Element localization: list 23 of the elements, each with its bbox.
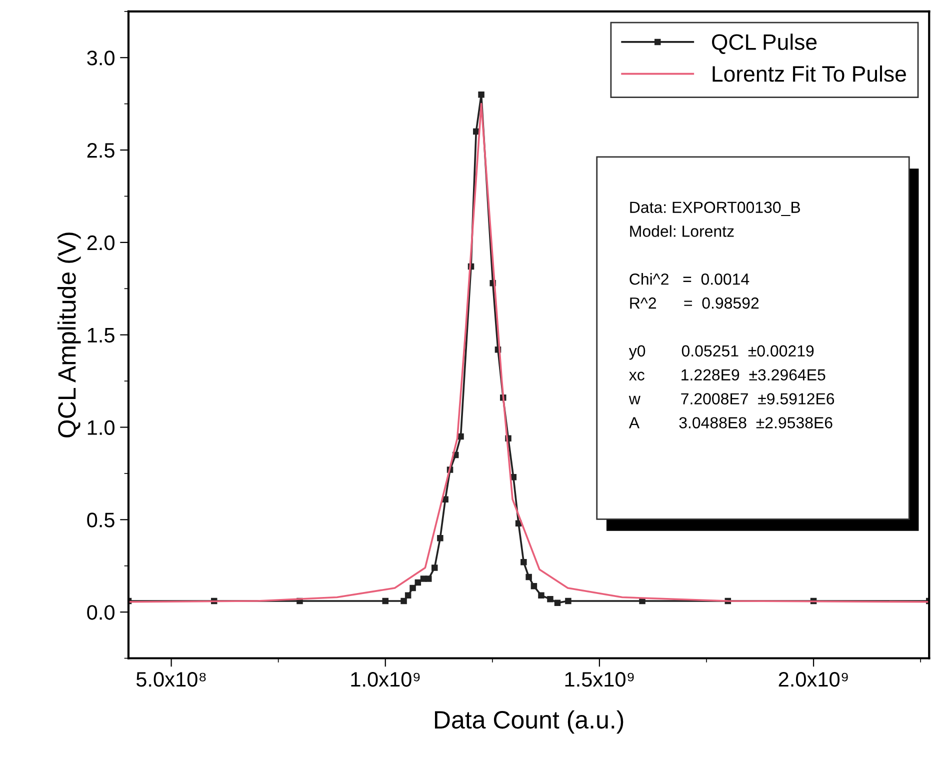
annotation: xc 1.228E9 ±3.2964E5 [629, 369, 826, 381]
annotation: Model: Lorentz [630, 225, 734, 237]
y-tick-label: 1.5 [88, 328, 114, 343]
y-tick-label: 0.5 [87, 512, 114, 528]
legend-label: Lorentz Fit To Pulse [712, 65, 906, 82]
y-tick-label: 3.0 [87, 50, 114, 66]
x-tick-label: 2.0x10⁹ [778, 672, 848, 687]
y-tick-label: 2.5 [87, 143, 114, 158]
x-tick-label: 5.0x10⁸ [136, 672, 206, 687]
x-tick-label: 1.5x10⁹ [565, 672, 634, 687]
annotation: Data: EXPORT00130_B [630, 202, 800, 216]
x-axis-title: Data Count (a.u.) [434, 710, 624, 734]
annotation: R^2 = 0.98592 [630, 297, 759, 309]
x-tick-label: 1.0x10⁹ [351, 672, 420, 687]
y-axis-title: QCL Amplitude (V) [57, 232, 81, 438]
y-tick-label: 2.0 [87, 235, 114, 250]
annotation: A 3.0488E8 ±2.9538E6 [628, 417, 832, 428]
y-tick-label: 1.0 [88, 420, 114, 435]
annotation: y0 0.05251 ±0.00219 [628, 345, 814, 360]
annotation: w 7.2008E7 ±9.5912E6 [628, 393, 834, 404]
annotation: Chi^2 = 0.0014 [630, 273, 750, 285]
y-tick-label: 0.0 [87, 605, 114, 620]
legend-label: QCL Pulse [712, 34, 817, 54]
